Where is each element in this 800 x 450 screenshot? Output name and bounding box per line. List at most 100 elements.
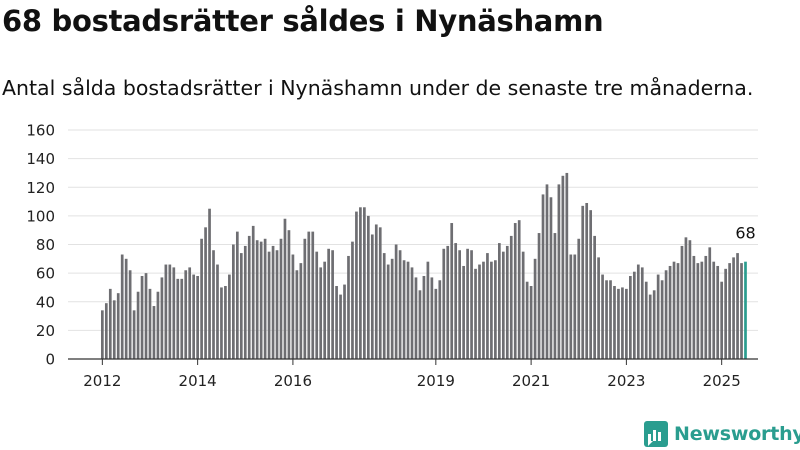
bar: [573, 254, 577, 359]
x-tick-label: 2014: [179, 372, 217, 390]
bar: [287, 230, 291, 359]
bar: [259, 241, 263, 359]
bar: [656, 274, 660, 359]
chart-title: 68 bostadsrätter såldes i Nynäshamn: [2, 4, 604, 38]
bar: [112, 300, 116, 359]
bar: [553, 233, 557, 359]
bar: [644, 281, 648, 359]
bar: [549, 197, 553, 359]
x-tick-label: 2012: [83, 372, 121, 390]
bar: [557, 184, 561, 359]
bar: [470, 250, 473, 359]
bar: [132, 310, 136, 359]
bar: [418, 290, 422, 359]
bar: [728, 263, 731, 359]
bar: [450, 223, 454, 359]
bar: [255, 240, 259, 359]
bar: [311, 231, 315, 359]
bar: [720, 281, 724, 359]
bar: [370, 234, 374, 359]
y-tick-label: 80: [36, 236, 55, 254]
bar: [740, 263, 743, 359]
bar: [220, 287, 223, 359]
bar: [525, 281, 529, 359]
bar: [422, 275, 426, 359]
bar: [625, 288, 628, 359]
y-tick-label: 120: [26, 179, 55, 197]
bar: [339, 294, 342, 359]
brand-name: Newsworthy: [674, 423, 800, 445]
bar: [529, 286, 533, 359]
y-tick-label: 60: [36, 265, 55, 283]
bar: [204, 227, 207, 359]
bar: [652, 290, 656, 359]
bar: [648, 294, 652, 359]
bar: [235, 231, 239, 359]
bar: [224, 286, 227, 359]
x-tick-label: 2016: [274, 372, 312, 390]
bar: [355, 211, 358, 359]
bar: [315, 251, 319, 359]
bar: [561, 175, 565, 359]
bar: [152, 306, 156, 359]
bar: [676, 263, 680, 359]
chart-subtitle: Antal sålda bostadsrätter i Nynäshamn un…: [2, 76, 754, 100]
bar: [363, 207, 366, 359]
bar: [700, 261, 704, 359]
bar: [426, 261, 430, 359]
bar: [621, 287, 624, 359]
bar: [228, 274, 231, 359]
bar: [319, 267, 323, 359]
bar: [279, 238, 283, 359]
bar: [239, 253, 243, 359]
bar: [724, 268, 727, 359]
y-tick-label: 100: [26, 207, 55, 225]
bar: [299, 263, 303, 359]
y-tick-label: 140: [26, 150, 55, 168]
bar: [374, 224, 378, 359]
bar: [172, 267, 176, 359]
bar: [478, 264, 481, 359]
bar: [351, 241, 354, 359]
bar: [505, 245, 509, 359]
bar: [605, 280, 608, 359]
bar: [406, 261, 410, 359]
bar: [116, 293, 120, 359]
bar: [200, 238, 203, 359]
bar: [438, 280, 442, 359]
bar: [160, 277, 164, 359]
bar: [108, 288, 112, 359]
bar: [517, 220, 521, 359]
bar: [180, 278, 184, 359]
bar: [271, 245, 275, 359]
bar: [136, 291, 140, 359]
bar: [613, 286, 616, 359]
bar: [458, 250, 461, 359]
bar: [331, 250, 334, 359]
bar: [343, 284, 346, 359]
bar: [303, 238, 307, 359]
bar: [283, 218, 287, 359]
bar: [668, 265, 672, 359]
bar: [208, 208, 211, 359]
bar: [156, 291, 160, 359]
bar: [434, 288, 438, 359]
y-tick-label: 160: [26, 122, 55, 140]
x-tick-label: 2021: [512, 372, 550, 390]
bar: [359, 207, 362, 359]
bar: [164, 264, 168, 359]
bar: [394, 244, 398, 359]
bar: [291, 254, 295, 359]
bar: [128, 270, 132, 359]
bars: [101, 172, 747, 360]
bar: [736, 253, 739, 359]
bar: [402, 260, 406, 359]
bar: [513, 223, 517, 359]
bar: [140, 275, 144, 359]
bar: [212, 250, 215, 359]
bar: [632, 271, 636, 359]
bar: [609, 280, 612, 359]
bar: [120, 254, 124, 359]
bar: [263, 238, 267, 359]
